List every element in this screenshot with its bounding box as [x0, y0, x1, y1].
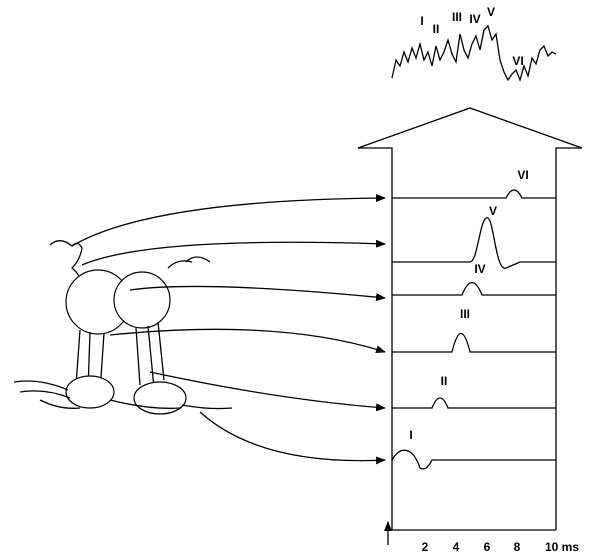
- arrow-to-v: [82, 242, 385, 265]
- summed-waveform: [392, 26, 556, 80]
- arrow-to-vi: [72, 198, 385, 246]
- tick-label: 6: [484, 540, 491, 554]
- trace-label: V: [489, 204, 497, 218]
- peak-label: IV: [469, 12, 480, 26]
- trace-ii: [392, 398, 556, 408]
- tick-label: 2: [422, 540, 429, 554]
- trace-v: [392, 218, 556, 268]
- trace-label: IV: [474, 262, 485, 276]
- trace-label: II: [441, 374, 448, 388]
- tick-label: 8: [514, 540, 521, 554]
- trace-label: III: [460, 307, 470, 321]
- trace-vi: [392, 190, 556, 198]
- peak-label: V: [487, 5, 495, 19]
- tick-label: 4: [453, 540, 460, 554]
- peak-label: I: [420, 14, 423, 28]
- arrow-to-i: [200, 412, 385, 461]
- peak-label: III: [452, 10, 462, 24]
- trace-label: I: [409, 428, 412, 442]
- trace-iii: [392, 334, 556, 353]
- trace-i: [392, 450, 556, 469]
- trace-label: VI: [517, 168, 528, 182]
- peak-label: VI: [512, 54, 523, 68]
- arrow-to-iii: [110, 329, 385, 352]
- diagram: I II III IV V VI I II III IV V VI 2 4 6 …: [0, 0, 595, 559]
- trace-iv: [392, 283, 556, 296]
- tick-label: 10 ms: [545, 540, 579, 554]
- neurons: [14, 241, 232, 414]
- peak-label: II: [433, 22, 440, 36]
